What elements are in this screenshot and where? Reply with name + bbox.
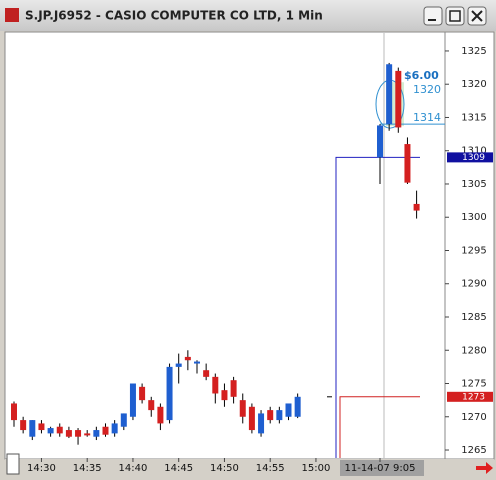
reference-axis-box [447, 391, 493, 402]
x-tick-label: 14:40 [119, 463, 148, 474]
app-icon [5, 8, 19, 22]
candle-body [221, 390, 228, 401]
last-price-axis-box [447, 152, 493, 163]
minimize-button[interactable] [423, 6, 443, 26]
order-label: $6.00 [404, 69, 439, 82]
x-tick-label: 14:50 [210, 463, 239, 474]
candle-body [139, 386, 146, 401]
x-tick-label: 14:55 [256, 463, 285, 474]
plot-area [4, 31, 495, 460]
candle-body [20, 420, 27, 431]
candle-body [386, 64, 393, 125]
y-tick-label: 1265 [461, 445, 486, 456]
y-tick-label: 1270 [461, 412, 486, 423]
candle-body [239, 400, 246, 417]
candle-body [395, 70, 402, 128]
candle-body [47, 428, 54, 434]
candle-body [294, 396, 301, 417]
y-tick-label: 1295 [461, 245, 486, 256]
close-button[interactable] [467, 6, 487, 26]
reference-line [339, 396, 420, 458]
y-tick-label: 1305 [461, 179, 486, 190]
candle-body [230, 380, 237, 397]
y-tick-label: 1285 [461, 312, 486, 323]
date-highlight [340, 460, 424, 476]
candle-body [404, 144, 411, 183]
y-tick-label: 1300 [461, 212, 486, 223]
candle-body [65, 430, 72, 437]
y-tick-label: 1275 [461, 379, 486, 390]
candle-body [203, 370, 210, 377]
y-tick-label: 1325 [461, 46, 486, 57]
candle-body [175, 363, 182, 367]
candle-body [285, 403, 292, 417]
candle-body [194, 361, 200, 364]
candle-body [11, 403, 17, 421]
candle-body [38, 423, 45, 431]
candle-body [377, 125, 383, 158]
scroll-right-arrow[interactable] [476, 462, 493, 474]
window-title: S.JP.J6952 - CASIO COMPUTER CO LTD, 1 Mi… [25, 9, 323, 23]
x-tick-label: 11-14-07 9:05 [344, 463, 415, 474]
y-tick-label: 1315 [461, 112, 486, 123]
candle-body [84, 433, 91, 436]
scroll-box[interactable] [6, 453, 20, 475]
candle-body [111, 423, 118, 434]
candle-body [56, 426, 63, 434]
bracket-label: 1320 [413, 83, 441, 96]
candle-body [212, 376, 219, 394]
candle-body [166, 366, 173, 421]
candle-body [267, 410, 274, 421]
candle-body [157, 406, 164, 424]
y-tick-label: 1320 [461, 79, 486, 90]
candle-body [276, 410, 283, 421]
candle-body [129, 383, 136, 417]
last-price-line [335, 156, 420, 458]
candle-body [148, 400, 155, 411]
y-tick-label: 1280 [461, 345, 486, 356]
x-tick-label: 15:00 [302, 463, 331, 474]
candle-body [248, 406, 255, 431]
x-tick-label: 14:35 [73, 463, 102, 474]
last-price-axis-label: 1309 [462, 153, 485, 163]
bracket-label: 1314 [413, 111, 441, 124]
y-tick-label: 1290 [461, 279, 486, 290]
candle-body [120, 413, 127, 427]
y-tick-label: 1310 [461, 146, 486, 157]
candle-body [413, 203, 420, 211]
candle-body [93, 430, 100, 437]
reference-axis-label: 1273 [462, 392, 485, 402]
candle-body [258, 413, 265, 434]
title-bar [0, 0, 496, 31]
candle-body [184, 356, 191, 361]
candle-body [75, 430, 82, 437]
maximize-button[interactable] [445, 6, 465, 26]
candle-body [29, 420, 36, 437]
x-tick-label: 14:45 [164, 463, 193, 474]
candle-body [102, 426, 109, 435]
x-tick-label: 14:30 [27, 463, 56, 474]
